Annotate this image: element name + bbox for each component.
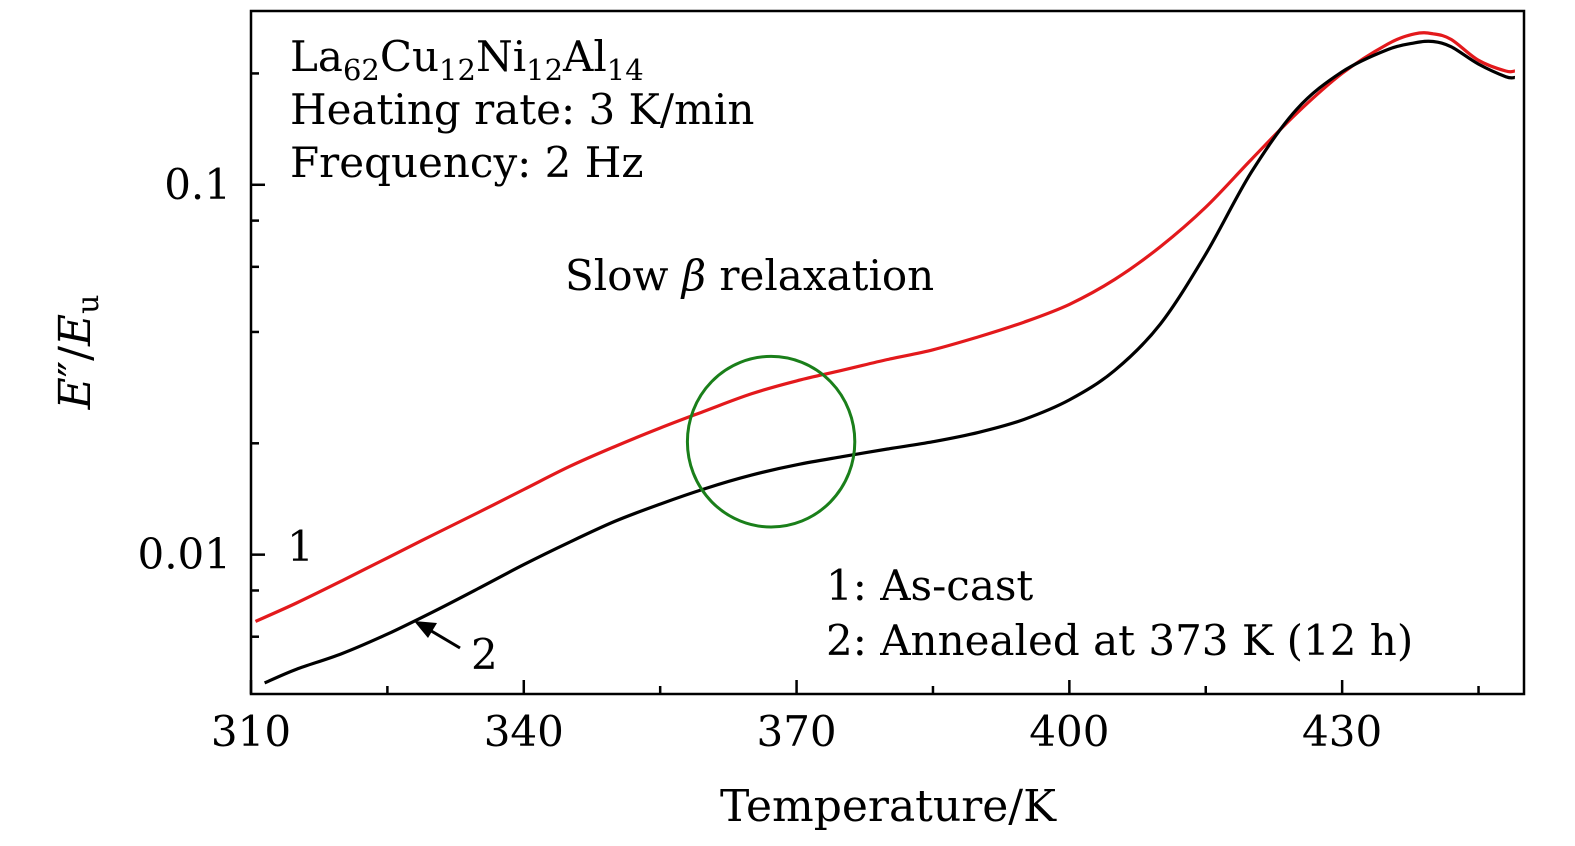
legend-entry-annealed: 2: Annealed at 373 K (12 h) [826, 616, 1413, 665]
legend-entry-as-cast: 1: As-cast [826, 561, 1033, 610]
x-tick-label: 310 [211, 707, 291, 756]
frequency-label: Frequency: 2 Hz [290, 138, 644, 187]
x-tick-label: 400 [1029, 707, 1109, 756]
curve-2-arrow [414, 621, 461, 650]
x-tick-label: 370 [756, 707, 836, 756]
y-axis-title: E″/Eu [50, 295, 106, 411]
heating-rate-label: Heating rate: 3 K/min [290, 85, 754, 134]
slow-beta-relaxation-label: Slow β relaxation [565, 251, 934, 300]
y-tick-label: 0.01 [137, 530, 231, 579]
plot-frame [249, 9, 1526, 696]
x-axis-title: Temperature/K [720, 781, 1057, 832]
alloy-composition: La62Cu12Ni12Al14 [290, 32, 644, 87]
x-tick-label: 430 [1302, 707, 1382, 756]
series-1-line [254, 31, 1516, 623]
x-tick-label: 340 [484, 707, 564, 756]
series-2-label: 2 [471, 630, 498, 679]
axis-ticks: 310 340 370 400 430 0.01 0.1 [137, 72, 1480, 756]
series-layer [254, 31, 1516, 685]
series-1-label: 1 [287, 522, 314, 571]
y-tick-label: 0.1 [164, 160, 231, 209]
beta-relaxation-circle [685, 354, 857, 529]
series-2-line [263, 39, 1516, 685]
